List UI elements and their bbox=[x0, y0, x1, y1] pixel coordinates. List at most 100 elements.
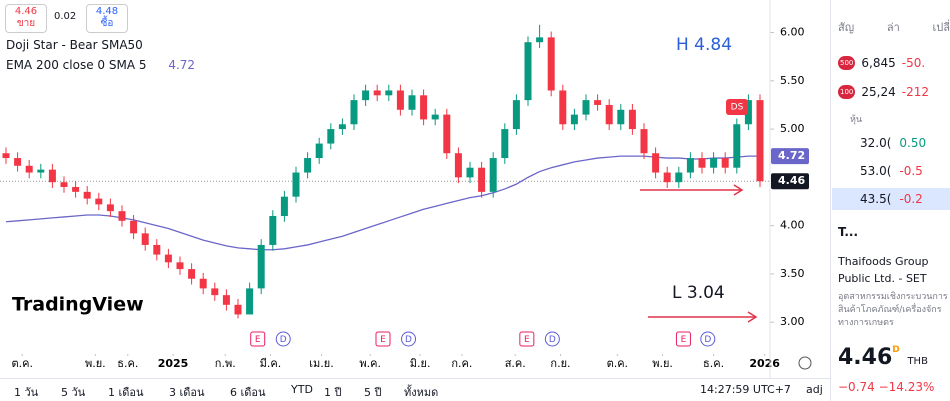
range-button[interactable]: YTD bbox=[291, 383, 313, 396]
range-button[interactable]: 1 เดือน bbox=[108, 386, 144, 399]
candle-body bbox=[234, 304, 242, 315]
candle-body bbox=[605, 104, 613, 125]
pattern-tag bbox=[726, 99, 748, 115]
buy-label: ซื้อ bbox=[100, 18, 114, 29]
y-tick-label: 4.00 bbox=[780, 219, 805, 232]
sell-price: 4.46 bbox=[14, 6, 38, 17]
candle-body bbox=[14, 158, 22, 166]
price-badge bbox=[771, 173, 809, 190]
price: 43.5( bbox=[860, 192, 892, 206]
candle-body bbox=[756, 100, 764, 182]
sell-button[interactable]: 4.46 ขาย bbox=[5, 4, 47, 33]
candle-body bbox=[478, 167, 486, 192]
candle-body bbox=[176, 262, 184, 270]
col: เปลี่ bbox=[932, 21, 950, 34]
candle-body bbox=[327, 129, 335, 144]
candle-body bbox=[396, 90, 404, 110]
candle-body bbox=[211, 288, 219, 296]
event-label: D bbox=[704, 335, 711, 345]
event-badge bbox=[544, 331, 560, 347]
candle-body bbox=[408, 95, 416, 110]
watchlist-header: สัญ ล่า เปลี่ bbox=[838, 18, 950, 36]
x-tick-label: ธ.ค. bbox=[117, 357, 138, 370]
candle-body bbox=[570, 114, 578, 125]
event-badge bbox=[519, 331, 535, 347]
candle-body bbox=[594, 100, 602, 105]
event-label: D bbox=[549, 335, 556, 345]
range-button[interactable]: 5 วัน bbox=[61, 386, 86, 399]
candle-body bbox=[222, 295, 230, 305]
y-tick-label: 5.00 bbox=[780, 122, 805, 135]
symbol-price-row: 4.46D THB bbox=[838, 345, 928, 370]
event-badge bbox=[375, 331, 391, 347]
range-button[interactable]: 1 ปี bbox=[324, 386, 342, 399]
candle-body bbox=[698, 158, 706, 168]
sector: อุตสาหกรรมเชิงกระบวนการ สินค้าโภคภัณฑ์/เ… bbox=[838, 292, 948, 328]
price: 53.0( bbox=[860, 164, 892, 178]
plot: 3.00 3.50 4.00 5.00 5.50 6.00 ต.ค. พ.ย. ธ.ค. 2025… bbox=[0, 24, 809, 370]
candle-body bbox=[130, 220, 138, 234]
buy-button[interactable]: 4.48 ซื้อ bbox=[86, 4, 128, 33]
candle-body bbox=[489, 158, 497, 192]
event-label: D bbox=[280, 335, 287, 345]
watchlist-row[interactable]: 53.0(-0.5 bbox=[832, 160, 950, 182]
range-button[interactable]: 5 ปี bbox=[364, 386, 382, 399]
candle-body bbox=[617, 109, 625, 125]
range-button[interactable]: 6 เดือน bbox=[230, 386, 266, 399]
watchlist-row[interactable]: 43.5(-0.2 bbox=[832, 188, 950, 210]
chart: 3.00 3.50 4.00 5.00 5.50 6.00 ต.ค. พ.ย. ธ.ค. 2025… bbox=[0, 0, 812, 378]
candle-body bbox=[141, 233, 149, 245]
price: 25,24 bbox=[861, 85, 896, 99]
candle-body bbox=[164, 254, 172, 263]
adj-button[interactable]: adj bbox=[806, 383, 823, 396]
range-button[interactable]: 1 วัน bbox=[14, 386, 39, 399]
x-tick-label: ส.ค. bbox=[505, 357, 526, 370]
x-tick-label: ก.ย. bbox=[550, 357, 570, 370]
candle-body bbox=[628, 109, 636, 130]
x-tick-label: ก.พ. bbox=[215, 357, 236, 370]
x-tick-label: ต.ค. bbox=[607, 357, 629, 370]
price: 6,845 bbox=[861, 56, 896, 70]
candle-body bbox=[663, 172, 671, 183]
ma-name: EMA 200 close 0 SMA 5 bbox=[6, 58, 147, 72]
candle-body bbox=[466, 167, 474, 178]
candle-body bbox=[292, 172, 300, 197]
legend-pattern: Doji Star - Bear SMA50 bbox=[6, 38, 143, 52]
x-tick-label: มี.ค. bbox=[260, 357, 282, 370]
watchlist-row[interactable]: 32.0(0.50 bbox=[832, 132, 950, 154]
candle-body bbox=[652, 153, 660, 173]
watchlist-row: 100 25,24 -212 bbox=[838, 85, 950, 99]
low-label: L 3.04 bbox=[672, 283, 725, 303]
symbol-short: T... bbox=[838, 225, 859, 239]
change: -50. bbox=[901, 56, 926, 70]
candle-body bbox=[257, 244, 265, 289]
candle-body bbox=[443, 114, 451, 154]
y-tick-label: 3.50 bbox=[780, 267, 805, 280]
event-badge bbox=[250, 331, 266, 347]
flag: D bbox=[892, 345, 900, 355]
candle-body bbox=[640, 129, 648, 154]
range-button[interactable]: ทั้งหมด bbox=[404, 386, 439, 399]
candle-body bbox=[153, 244, 161, 255]
candle-body bbox=[83, 191, 91, 199]
event-label: E bbox=[255, 335, 261, 345]
candle-body bbox=[350, 100, 358, 125]
event-label: E bbox=[380, 335, 386, 345]
candle-body bbox=[536, 37, 544, 43]
settings-icon[interactable] bbox=[798, 356, 812, 370]
candle-body bbox=[431, 114, 439, 120]
candle-body bbox=[72, 187, 80, 192]
candle-body bbox=[106, 204, 114, 212]
col: ล่า bbox=[886, 21, 900, 34]
candle-body bbox=[385, 90, 393, 96]
change: 0.50 bbox=[899, 136, 927, 150]
price-badge-text: 4.46 bbox=[778, 174, 805, 187]
price-badge bbox=[771, 148, 809, 165]
candle-body bbox=[582, 100, 590, 115]
candle-body bbox=[675, 172, 683, 183]
x-tick-label: พ.ย. bbox=[652, 357, 673, 370]
candle-body bbox=[744, 100, 752, 125]
range-button[interactable]: 3 เดือน bbox=[169, 386, 205, 399]
arrow-head bbox=[747, 311, 758, 323]
